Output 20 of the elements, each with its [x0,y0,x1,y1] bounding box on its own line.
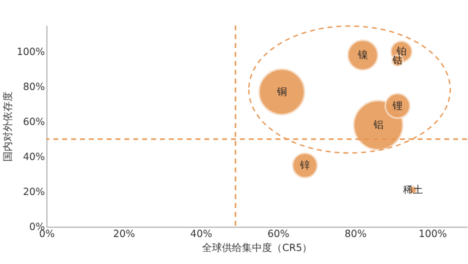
series-label: 铜 [276,86,287,98]
y-tick-label: 80% [23,82,45,94]
y-tick-label: 60% [23,117,45,128]
series-label: 钴 [392,54,403,66]
x-tick-label: 80% [344,229,367,240]
series-label: 稀土 [402,184,423,196]
x-tick-label: 100% [418,229,447,240]
series-label: 镍 [356,49,368,62]
x-tick-label: 0% [39,229,55,240]
y-tick-label: 40% [23,152,45,164]
series-label: 锂 [392,100,403,112]
x-tick-label: 40% [190,229,212,240]
series-label: 锌 [298,159,310,172]
y-tick-label: 20% [23,187,45,198]
x-axis-title: 全球供给集中度（CR5） [202,242,312,254]
y-axis-title: 国内对外依存度 [2,92,14,162]
series-label: 铝 [372,120,384,132]
x-tick-label: 60% [267,229,290,240]
x-tick-label: 20% [113,229,136,240]
y-tick-label: 100% [16,47,45,58]
